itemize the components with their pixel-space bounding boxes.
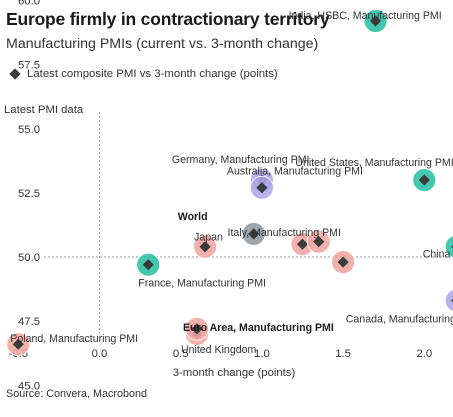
y-tick-label: 50.0	[18, 252, 40, 264]
data-point	[241, 222, 266, 246]
source-note: Source: Convera, Macrobond	[6, 388, 148, 400]
data-point	[363, 9, 388, 33]
y-axis-label: Latest PMI data	[4, 104, 84, 116]
point-label: India, HSBC, Manufacturing PMI	[289, 10, 442, 22]
point-label: World	[178, 211, 208, 223]
data-point	[444, 289, 453, 312]
point-label: Poland, Manufacturing PMI	[10, 333, 138, 345]
point-diamond	[191, 323, 203, 335]
x-tick-label: 2.0	[416, 348, 432, 360]
data-point	[6, 332, 31, 357]
point-label: Japan	[194, 232, 223, 244]
point-label: Euro Area, Manufacturing PMI	[183, 322, 334, 334]
axes: 45.047.550.052.555.057.560.0-0.50.00.51.…	[4, 0, 432, 392]
point-label: Italy, Manufacturing PMI	[228, 227, 341, 239]
point-diamond	[418, 174, 430, 186]
x-tick-label: 0.5	[173, 348, 189, 360]
data-point	[306, 229, 331, 254]
point-label: Australia, Manufacturing PMI	[227, 166, 363, 178]
y-tick-label: 45.0	[18, 380, 40, 392]
y-tick-label: 52.5	[18, 188, 40, 200]
point-diamond	[12, 338, 24, 350]
point-diamond	[337, 256, 349, 268]
point-diamond	[256, 182, 268, 194]
point-diamond	[313, 236, 325, 248]
y-tick-label: 55.0	[18, 124, 40, 136]
point-label: United Kingdom	[181, 344, 257, 356]
point-label: Germany, Manufacturing PMI	[172, 154, 310, 166]
data-point	[412, 168, 437, 192]
data-point	[331, 250, 356, 275]
point-label: China	[423, 249, 451, 261]
point-bubble	[444, 289, 453, 312]
point-diamond	[142, 259, 154, 271]
point-label: Canada, Manufacturing PMI	[346, 314, 453, 326]
point-diamond	[199, 241, 211, 253]
data-point	[193, 234, 217, 259]
legend-label: Latest composite PMI vs 3-month change (…	[27, 68, 278, 80]
point-diamond	[296, 238, 309, 250]
points	[6, 9, 453, 357]
x-axis-label: 3-month change (points)	[173, 367, 296, 379]
data-point	[136, 252, 161, 277]
legend: Latest composite PMI vs 3-month change (…	[8, 68, 278, 80]
point-label: France, Manufacturing PMI	[138, 278, 266, 290]
x-tick-label: 1.5	[335, 348, 351, 360]
reference-lines	[44, 112, 442, 333]
x-tick-label: 0.0	[92, 348, 108, 360]
y-tick-label: 57.5	[18, 60, 40, 72]
point-labels: India, HSBC, Manufacturing PMISpain, Man…	[10, 10, 453, 356]
x-tick-label: 1.0	[254, 348, 270, 360]
chart-subtitle: Manufacturing PMIs (current vs. 3-month …	[6, 36, 319, 52]
data-point	[185, 316, 209, 341]
data-point	[249, 175, 274, 200]
chart-title: Europe firmly in contractionary territor…	[6, 9, 330, 29]
point-diamond	[248, 228, 260, 240]
point-label: United States, Manufacturing PMI	[295, 157, 453, 169]
point-bubble	[444, 235, 453, 259]
point-diamond	[369, 15, 382, 27]
y-tick-label: 47.5	[18, 316, 40, 328]
y-tick-label: 60.0	[18, 0, 40, 8]
